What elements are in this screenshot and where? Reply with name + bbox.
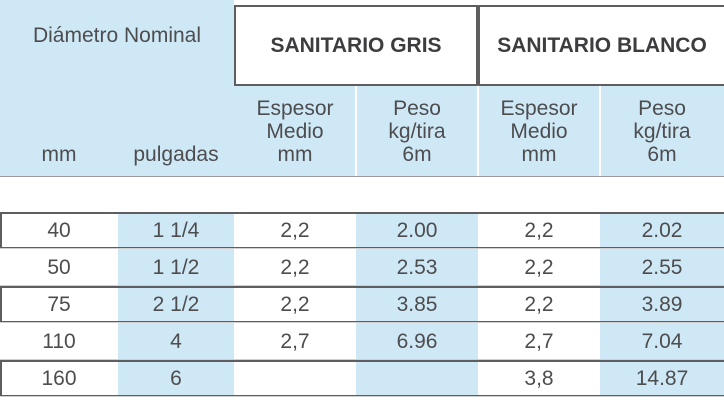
table-cell-gris-espesor: 2,2 [234, 249, 356, 286]
header-divider [477, 86, 479, 176]
table-cell-blanco-peso: 2.55 [600, 249, 724, 286]
table-cell-gris-peso: 6.96 [356, 323, 478, 360]
row-divider [0, 359, 724, 360]
header-separator [0, 176, 724, 177]
header-sanitario-blanco: SANITARIO BLANCO [478, 5, 724, 86]
table-cell-gris-peso: 3.85 [356, 286, 478, 323]
header-nominal-title: Diámetro Nominal [32, 24, 202, 47]
header-pulgadas: pulgadas [133, 143, 219, 166]
table-cell-mm: 75 [0, 286, 118, 323]
header-divider [355, 86, 357, 176]
table-cell-pulgadas: 1 1/4 [118, 212, 234, 249]
table-cell-mm: 40 [0, 212, 118, 249]
table-cell-gris-peso [356, 360, 478, 397]
table-cell-blanco-peso: 2.02 [600, 212, 724, 249]
table-cell-blanco-espesor: 3,8 [478, 360, 600, 397]
table-cell-pulgadas: 1 1/2 [118, 249, 234, 286]
table-cell-gris-espesor: 2,7 [234, 323, 356, 360]
table-cell-blanco-espesor: 2,2 [478, 249, 600, 286]
header-divider [599, 86, 601, 176]
table-cell-blanco-espesor: 2,2 [478, 212, 600, 249]
row-divider [0, 285, 724, 286]
table-cell-gris-peso: 2.00 [356, 212, 478, 249]
table-cell-blanco-peso: 14.87 [600, 360, 724, 397]
table-cell-blanco-espesor: 2,2 [478, 286, 600, 323]
table-cell-mm: 50 [0, 249, 118, 286]
table-cell-blanco-espesor: 2,7 [478, 323, 600, 360]
table-cell-gris-espesor: 2,2 [234, 212, 356, 249]
table-cell-blanco-peso: 7.04 [600, 323, 724, 360]
table-cell-mm: 110 [0, 323, 118, 360]
header-sanitario-gris: SANITARIO GRIS [234, 5, 478, 86]
header-nominal-cell [0, 0, 234, 176]
table-cell-gris-espesor: 2,2 [234, 286, 356, 323]
header-blanco-espesor: Espesor Medio mm [478, 86, 600, 176]
table-cell-pulgadas: 4 [118, 323, 234, 360]
table-cell-pulgadas: 6 [118, 360, 234, 397]
table-cell-gris-peso: 2.53 [356, 249, 478, 286]
header-gris-espesor: Espesor Medio mm [234, 86, 356, 176]
header-mm: mm [41, 143, 77, 166]
row-divider [0, 248, 724, 249]
table-cell-pulgadas: 2 1/2 [118, 286, 234, 323]
table-cell-gris-espesor [234, 360, 356, 397]
header-blanco-peso: Peso kg/tira 6m [600, 86, 724, 176]
row-divider [0, 396, 724, 397]
table-cell-blanco-peso: 3.89 [600, 286, 724, 323]
header-gris-peso: Peso kg/tira 6m [356, 86, 478, 176]
table-cell-mm: 160 [0, 360, 118, 397]
row-divider [0, 322, 724, 323]
